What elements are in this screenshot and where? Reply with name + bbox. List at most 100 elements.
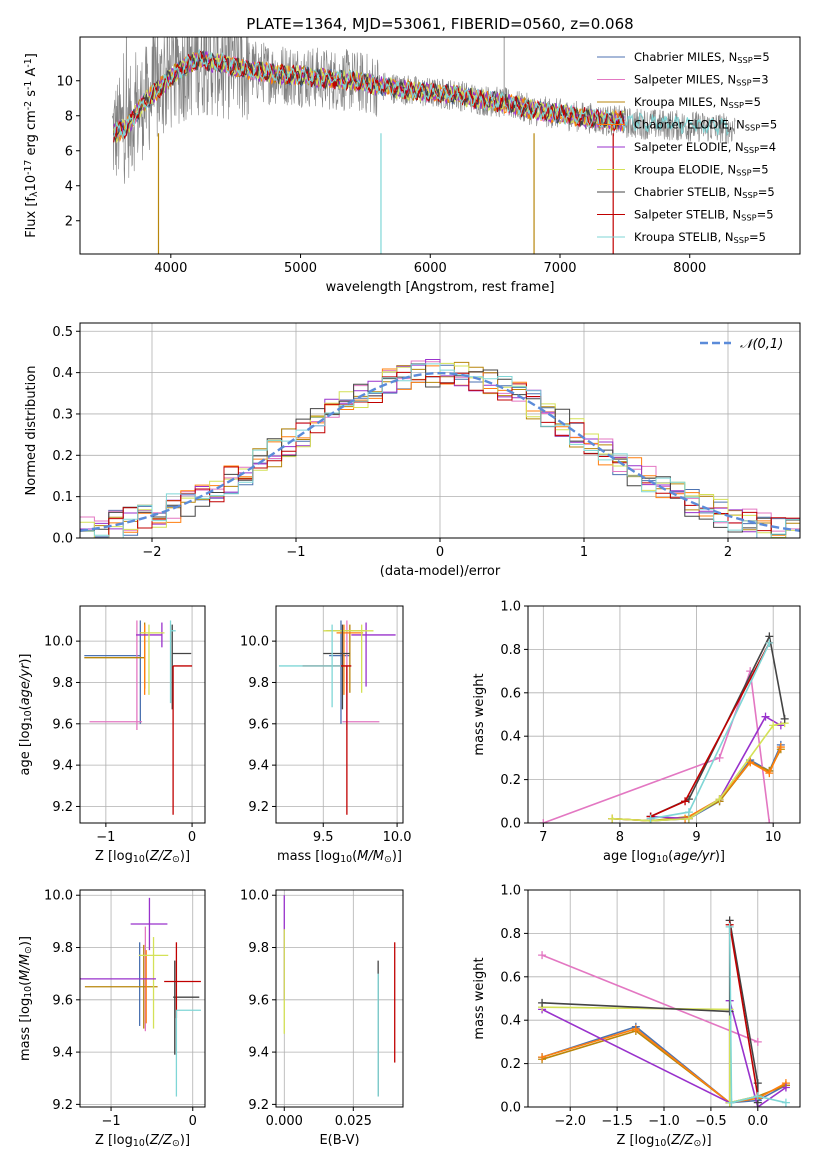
legend-label: Kroupa MILES, NSSP=5 [634, 95, 761, 110]
x-tick-label: −1.5 [601, 1114, 633, 1129]
data-point [538, 951, 547, 960]
x-tick-label: −2 [142, 545, 161, 560]
x-tick-label: 0 [189, 1114, 197, 1129]
y-axis-label: mass weight [472, 673, 487, 755]
series-line [650, 642, 771, 820]
x-tick-label: 0.0 [747, 1114, 768, 1129]
y-tick-label: 0.4 [500, 730, 521, 745]
data-point [776, 743, 785, 752]
data-point [646, 814, 655, 823]
data-point [684, 808, 693, 817]
y-tick-label: 4 [65, 179, 73, 194]
data-point [538, 1053, 547, 1062]
chart-title: PLATE=1364, MJD=53061, FIBERID=0560, z=0… [246, 15, 633, 33]
series-line [728, 924, 759, 1097]
axes-frame [275, 605, 404, 824]
x-tick-label: −0.5 [695, 1114, 727, 1129]
y-tick-label: 8 [65, 109, 73, 124]
model-spectrum [113, 48, 729, 140]
panel-weight_vs_age: 7 8 9 10 0.0 0.2 0.4 0.6 0.8 1.0 age [log10(age/yr… [472, 600, 801, 865]
x-axis-label: Z [log10(Z/Z⊙)] [95, 849, 190, 865]
data-point [753, 1092, 762, 1101]
y-tick-label: 9.8 [248, 941, 269, 956]
x-tick-label: 1 [580, 545, 588, 560]
y-tick-label: 9.8 [52, 941, 73, 956]
data-point [715, 795, 724, 804]
y-tick-label: 0.3 [52, 407, 73, 422]
x-axis-label: age [log10(age/yr)] [603, 849, 725, 865]
legend-label: Kroupa ELODIE, NSSP=5 [634, 163, 769, 178]
x-tick-label: 4000 [154, 261, 187, 276]
y-tick-label: 0.0 [52, 532, 73, 547]
data-point [781, 1083, 790, 1092]
x-tick-label: 9 [692, 830, 700, 845]
y-tick-label: 9.8 [248, 676, 269, 691]
panel-weight_vs_Z: −2.0 −1.5 −1.0 −0.5 0.0 0.0 0.2 0.4 0.6 0.8 1.0 Z [… [472, 884, 801, 1149]
x-axis-label: E(B-V) [319, 1133, 359, 1148]
panel-mass_vs_ebv: 0.000 0.025 9.2 9.4 9.6 9.8 10.0 E(B-V) [240, 889, 404, 1148]
data-point [780, 714, 789, 723]
data-point [765, 819, 774, 823]
x-tick-label: 7 [539, 830, 547, 845]
y-tick-label: 0.4 [500, 1014, 521, 1029]
axes-frame [79, 605, 206, 824]
y-axis-label: age [log10(age/yr)] [18, 653, 34, 775]
x-tick-label: 2 [724, 545, 732, 560]
y-tick-label: 9.6 [52, 993, 73, 1008]
series-line [542, 920, 759, 1103]
x-tick-label: −1 [286, 545, 305, 560]
y-tick-label: 0.6 [500, 686, 521, 701]
data-point [681, 797, 690, 806]
x-tick-label: 6000 [414, 261, 447, 276]
y-tick-label: 9.6 [52, 717, 73, 732]
y-tick-label: 9.2 [248, 800, 269, 815]
y-axis-label: Normed distribution [24, 366, 39, 496]
x-tick-label: 10 [765, 830, 782, 845]
legend-label: Salpeter ELODIE, NSSP=4 [634, 140, 776, 155]
plot-area [278, 620, 396, 815]
y-axis-label: Flux [fλ10-17 erg cm-2 s-1 A-1] [23, 53, 40, 238]
y-tick-label: 0.2 [52, 449, 73, 464]
legend-label: Chabrier ELODIE, NSSP=5 [634, 118, 777, 133]
y-tick-label: 10 [56, 74, 73, 89]
axes-frame [79, 889, 206, 1108]
plot-area [538, 916, 790, 1107]
data-point [727, 1098, 736, 1107]
y-tick-label: 9.2 [248, 1098, 269, 1113]
plot-area [84, 620, 193, 815]
y-tick-label: 0.0 [500, 817, 521, 832]
y-tick-label: 0.1 [52, 490, 73, 505]
series-line [543, 670, 771, 823]
x-tick-label: 7000 [543, 261, 576, 276]
y-tick-label: 9.2 [52, 1098, 73, 1113]
data-point [746, 758, 755, 767]
x-axis-label: (data-model)/error [380, 564, 501, 579]
y-tick-label: 9.6 [248, 717, 269, 732]
y-tick-label: 9.4 [248, 759, 269, 774]
y-tick-label: 1.0 [500, 600, 521, 615]
y-tick-label: 0.8 [500, 643, 521, 658]
x-tick-label: 5000 [284, 261, 317, 276]
histogram-step [80, 363, 800, 538]
plot-area [283, 895, 396, 1097]
data-point [769, 721, 778, 730]
legend-label: Chabrier STELIB, NSSP=5 [634, 185, 775, 200]
data-point [538, 998, 547, 1007]
data-point [781, 1098, 790, 1107]
y-tick-label: 9.6 [248, 993, 269, 1008]
y-tick-label: 0.2 [500, 773, 521, 788]
series-line [650, 642, 771, 818]
data-point [631, 1024, 640, 1033]
y-tick-label: 10.0 [240, 635, 269, 650]
x-tick-label: −1 [96, 830, 115, 845]
series-line [541, 954, 759, 1043]
y-tick-label: 10.0 [44, 635, 73, 650]
x-axis-label: wavelength [Angstrom, rest frame] [326, 280, 555, 295]
y-tick-label: 0.4 [52, 366, 73, 381]
data-point [725, 922, 734, 931]
x-tick-label: 10.0 [383, 830, 412, 845]
panel-mass_vs_Z: −1 0 9.2 9.4 9.6 9.8 10.0 Z [log10(Z/Z⊙)] mass [… [18, 889, 206, 1149]
legend-label: Kroupa STELIB, NSSP=5 [634, 230, 766, 245]
y-tick-label: 9.4 [52, 1046, 73, 1061]
